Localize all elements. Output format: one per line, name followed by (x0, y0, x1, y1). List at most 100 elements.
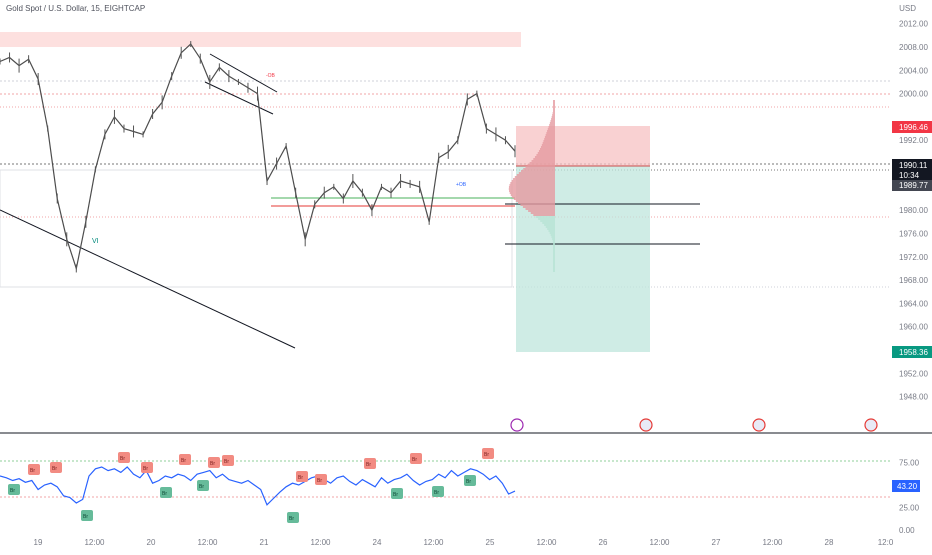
us-flag-icon[interactable] (639, 418, 653, 432)
volume-profile-bar (553, 248, 555, 250)
time-tick-label: 26 (599, 538, 608, 547)
time-tick-label: 12:00 (649, 538, 670, 547)
volume-profile-bar (553, 254, 555, 256)
volume-profile-bar (550, 234, 555, 236)
price-tick-label: 1992.00 (899, 136, 928, 145)
rsi-tick-label: 25.00 (899, 504, 920, 513)
volume-profile-bar (553, 106, 555, 108)
volume-profile-bar (536, 154, 555, 156)
price-tick-label: 1976.00 (899, 229, 928, 238)
bearish-tag-label: Br (412, 457, 417, 463)
range-box (0, 169, 513, 288)
volume-profile-bar (520, 204, 555, 206)
volume-profile-bar (518, 172, 555, 174)
rsi-series (0, 466, 516, 506)
volume-profile-bar (529, 162, 555, 164)
time-tick-label: 24 (373, 538, 382, 547)
volume-profile-bar (523, 168, 555, 170)
bearish-tag (482, 448, 494, 459)
rsi-axis[interactable]: 75.00 25.00 0.00 (899, 459, 920, 536)
trend-line[interactable] (0, 209, 296, 349)
volume-profile-bar (513, 178, 555, 180)
time-tick-label: 21 (260, 538, 269, 547)
price-tick-label: 1980.00 (899, 206, 928, 215)
volume-profile-bar (553, 268, 555, 270)
volume-profile-bar (542, 222, 555, 224)
bullish-tag-label: Br (434, 490, 439, 496)
volume-profile-bar (547, 228, 555, 230)
time-axis[interactable]: 19 12:00 20 12:00 21 12:00 24 12:00 25 12:00 26 12:… (34, 538, 894, 547)
bearish-tag-label: Br (120, 456, 125, 462)
volume-profile-bar (545, 134, 555, 136)
volume-profile-bar (540, 220, 555, 222)
event-icon[interactable] (510, 418, 524, 432)
bearish-tag-label: Br (143, 466, 148, 472)
price-tick-label: 1960.00 (899, 323, 928, 332)
time-tick-label: 20 (147, 538, 156, 547)
price-tick-label: 1964.00 (899, 299, 928, 308)
volume-profile-bar (550, 120, 555, 122)
volume-profile-bar (512, 196, 555, 198)
time-tick-label: 12:00 (762, 538, 783, 547)
volume-profile-bar (553, 262, 555, 264)
price-tick-label: 1952.00 (899, 369, 928, 378)
volume-profile-bar (530, 212, 555, 214)
channel-line[interactable] (204, 81, 274, 115)
bullish-tag-label: Br (393, 492, 398, 498)
channel-line[interactable] (209, 53, 278, 93)
volume-profile-bar (549, 122, 555, 124)
volume-profile-bar (552, 112, 555, 114)
rsi-current-label: 43.20 (892, 480, 920, 492)
bearish-tag-label: Br (224, 459, 229, 465)
bearish-tag (118, 452, 130, 463)
price-tick-label: 2000.00 (899, 90, 928, 99)
volume-profile-bar (551, 116, 555, 118)
us-flag-icon[interactable] (864, 418, 878, 432)
price-axis[interactable]: 2012.002008.002004.002000.001992.001988.… (899, 20, 928, 402)
volume-profile-bar (528, 210, 555, 212)
volume-profile-bar (553, 266, 555, 268)
volume-profile-bar (544, 138, 555, 140)
volume-profile-bar (549, 124, 555, 126)
volume-profile-bar (508, 188, 555, 190)
volume-profile-bar (537, 152, 555, 154)
bearish-tag-label: Br (52, 466, 57, 472)
volume-profile-bar (516, 174, 555, 176)
volume-profile-bar (517, 202, 555, 204)
volume-profile-bar (548, 230, 555, 232)
volume-profile-bar (553, 104, 555, 106)
volume-profile-bar (510, 182, 555, 184)
bearish-tag-label: Br (210, 461, 215, 467)
svg-text:1996.46: 1996.46 (899, 123, 928, 132)
volume-profile-bar (547, 128, 555, 130)
volume-profile-bar (533, 214, 555, 216)
bearish-tag-label: Br (181, 458, 186, 464)
symbol-title[interactable]: Gold Spot / U.S. Dollar, 15, EIGHTCAP (6, 4, 146, 13)
volume-profile-bar (542, 142, 555, 144)
us-flag-icon[interactable] (752, 418, 766, 432)
volume-profile-bar (553, 246, 555, 248)
volume-profile-bar (548, 126, 555, 128)
volume-profile-bar (527, 164, 555, 166)
rsi-tick-label: 75.00 (899, 459, 920, 468)
candles (0, 41, 516, 273)
bearish-tag (179, 454, 191, 465)
volume-profile-bar (509, 192, 555, 194)
time-tick-label: 27 (712, 538, 721, 547)
svg-text:10:34: 10:34 (899, 171, 920, 180)
volume-profile-bar (540, 146, 555, 148)
price-tick-label: 2012.00 (899, 20, 928, 29)
bearish-tag (50, 462, 62, 473)
price-tick-label: 2004.00 (899, 66, 928, 75)
time-tick-label: 12:00 (423, 538, 444, 547)
volume-profile-bar (544, 136, 555, 138)
svg-text:1990.11: 1990.11 (899, 161, 928, 170)
price-series (0, 43, 516, 271)
ob-bottom-label: +OB (456, 182, 467, 188)
time-tick-label: 12:00 (310, 538, 331, 547)
volume-profile-bar (553, 108, 555, 110)
bearish-tag-label: Br (366, 462, 371, 468)
volume-profile-bar (553, 256, 555, 258)
